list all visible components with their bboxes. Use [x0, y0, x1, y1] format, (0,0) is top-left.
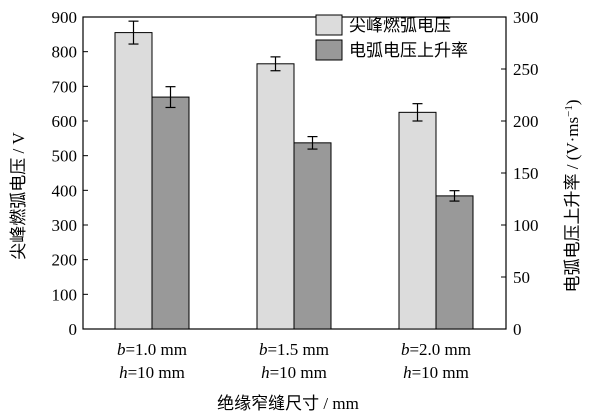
y-left-tick-label: 800 — [52, 43, 78, 62]
y-left-tick-label: 100 — [52, 285, 78, 304]
category-value: =1.5 mm — [267, 340, 329, 359]
bar-voltage-rise-rate — [151, 96, 190, 330]
y-axis-left-label: 尖峰燃弧电压 / V — [9, 132, 28, 260]
bar-peak-voltage — [256, 63, 295, 330]
legend-label-voltage-rise-rate: 电弧电压上升率 — [349, 41, 468, 60]
y-right-tick-label: 100 — [513, 216, 539, 235]
legend-swatch-peak-voltage — [315, 14, 343, 36]
y-right-tick-label: 200 — [513, 112, 539, 131]
category-var: b — [401, 340, 410, 359]
category-value: =1.0 mm — [125, 340, 187, 359]
category-value: =10 mm — [412, 363, 469, 382]
y-right-tick-label: 300 — [513, 8, 539, 27]
category-var: h — [403, 363, 412, 382]
y-left-tick-label: 700 — [52, 77, 78, 96]
category-var: b — [117, 340, 126, 359]
category-var: b — [259, 340, 268, 359]
category-label-line1: b=2.0 mm — [401, 340, 471, 359]
legend: 尖峰燃弧电压 电弧电压上升率 — [315, 14, 468, 61]
category-label-line2: h=10 mm — [261, 363, 327, 382]
bar-peak-voltage — [114, 32, 153, 330]
category-label-line2: h=10 mm — [403, 363, 469, 382]
y-right-tick-label: 250 — [513, 60, 539, 79]
bar-peak-voltage — [398, 111, 437, 330]
category-label-line1: b=1.0 mm — [117, 340, 187, 359]
category-var: h — [261, 363, 270, 382]
category-label-line2: h=10 mm — [119, 363, 185, 382]
y-left-tick-label: 300 — [52, 216, 78, 235]
ticks: 0 100 200 300 400 500 600 700 800 900 0 50 100 150 200… — [52, 8, 539, 382]
bars — [114, 32, 474, 330]
y-left-tick-label: 900 — [52, 8, 78, 27]
y-right-tick-label: 150 — [513, 164, 539, 183]
legend-swatch-voltage-rise-rate — [315, 39, 343, 61]
y-axis-right-label-end: ) — [563, 99, 582, 105]
y-left-tick-label: 400 — [52, 181, 78, 200]
y-left-tick-label: 600 — [52, 112, 78, 131]
legend-label-peak-voltage: 尖峰燃弧电压 — [349, 16, 451, 35]
y-axis-right-label-main: 电弧电压上升率 / (V·ms — [563, 117, 582, 293]
x-axis-label: 绝缘窄缝尺寸 / mm — [217, 394, 359, 413]
y-right-tick-label: 50 — [513, 268, 530, 287]
y-left-tick-label: 0 — [69, 320, 78, 339]
y-left-tick-label: 200 — [52, 251, 78, 270]
category-value: =10 mm — [128, 363, 185, 382]
error-bars — [128, 20, 460, 202]
category-value: =10 mm — [270, 363, 327, 382]
y-left-tick-label: 500 — [52, 147, 78, 166]
y-right-tick-label: 0 — [513, 320, 522, 339]
y-axis-right-label: 电弧电压上升率 / (V·ms−1) — [563, 99, 582, 292]
category-label-line1: b=1.5 mm — [259, 340, 329, 359]
category-value: =2.0 mm — [409, 340, 471, 359]
y-axis-right-label-sup: −1 — [563, 105, 575, 117]
category-var: h — [119, 363, 128, 382]
bar-voltage-rise-rate — [435, 195, 474, 330]
bar-voltage-rise-rate — [293, 142, 332, 330]
